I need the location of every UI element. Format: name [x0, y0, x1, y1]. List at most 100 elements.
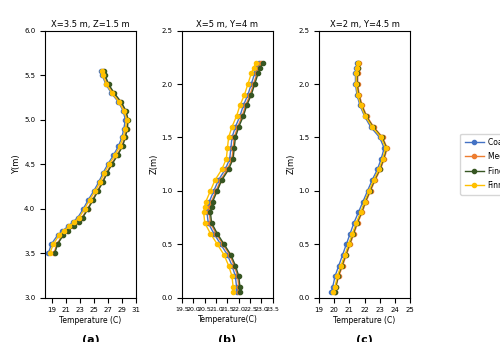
Fine grid — [125, 118, 131, 122]
Medium grid — [64, 229, 70, 233]
Coarse grid — [353, 66, 359, 70]
Fine grid — [244, 103, 250, 107]
Coarse grid — [351, 221, 357, 225]
Y-axis label: Z(m): Z(m) — [286, 154, 296, 174]
Coarse grid — [86, 198, 91, 202]
Coarse grid — [46, 251, 52, 255]
Legend: Coarse grid, Medium grid, Fine grid, Finner: Coarse grid, Medium grid, Fine grid, Fin… — [460, 134, 500, 195]
Finner — [116, 100, 122, 104]
Finner — [362, 114, 368, 118]
Medium grid — [108, 162, 114, 166]
Finner — [376, 168, 382, 172]
Coarse grid — [204, 210, 210, 214]
Finner — [250, 66, 256, 70]
Medium grid — [213, 189, 219, 193]
Medium grid — [364, 114, 370, 118]
Medium grid — [218, 178, 224, 182]
Fine grid — [80, 215, 86, 220]
Finner — [92, 189, 98, 193]
Line: Fine grid: Fine grid — [208, 61, 264, 294]
Medium grid — [110, 91, 116, 95]
Fine grid — [208, 210, 214, 214]
Finner — [214, 242, 220, 246]
Finner — [362, 199, 368, 203]
Coarse grid — [354, 93, 360, 97]
Line: Coarse grid: Coarse grid — [329, 61, 386, 294]
Medium grid — [380, 135, 386, 140]
Medium grid — [119, 144, 125, 148]
Fine grid — [90, 198, 96, 202]
Medium grid — [122, 109, 128, 113]
X-axis label: Temperature (C): Temperature (C) — [60, 316, 122, 325]
Coarse grid — [347, 232, 353, 236]
Coarse grid — [254, 66, 260, 70]
Finner — [346, 242, 352, 246]
Coarse grid — [91, 189, 97, 193]
Medium grid — [51, 251, 57, 255]
Coarse grid — [237, 114, 243, 118]
Fine grid — [362, 199, 368, 203]
Medium grid — [208, 199, 214, 203]
Medium grid — [90, 198, 96, 202]
Line: Medium grid: Medium grid — [52, 69, 130, 255]
Medium grid — [354, 71, 360, 76]
Finner — [353, 71, 359, 76]
Medium grid — [234, 125, 240, 129]
Fine grid — [346, 242, 352, 246]
Coarse grid — [354, 61, 360, 65]
Medium grid — [347, 242, 353, 246]
Medium grid — [239, 114, 245, 118]
Fine grid — [354, 221, 360, 225]
Fine grid — [255, 71, 261, 76]
Fine grid — [65, 229, 71, 233]
Medium grid — [104, 171, 110, 175]
Coarse grid — [116, 144, 121, 148]
Finner — [208, 189, 214, 193]
Finner — [112, 153, 118, 157]
Medium grid — [79, 215, 85, 220]
Y-axis label: Z(m): Z(m) — [150, 154, 158, 174]
Coarse grid — [96, 180, 102, 184]
Finner — [76, 215, 82, 220]
Medium grid — [100, 69, 106, 73]
Finner — [382, 146, 388, 150]
Fine grid — [226, 168, 232, 172]
Medium grid — [118, 100, 124, 104]
Fine grid — [350, 232, 356, 236]
Coarse grid — [234, 285, 239, 289]
Fine grid — [52, 251, 58, 255]
Medium grid — [356, 93, 362, 97]
Finner — [200, 210, 206, 214]
Coarse grid — [352, 71, 358, 76]
Fine grid — [237, 290, 243, 294]
Text: (a): (a) — [82, 335, 100, 342]
Fine grid — [228, 253, 234, 257]
Fine grid — [372, 178, 378, 182]
Medium grid — [229, 157, 235, 161]
Finner — [116, 144, 122, 148]
Coarse grid — [352, 82, 358, 86]
Finner — [98, 69, 104, 73]
Fine grid — [100, 69, 106, 73]
Coarse grid — [224, 253, 230, 257]
Finner — [226, 263, 232, 267]
Coarse grid — [100, 73, 105, 77]
Finner — [72, 220, 78, 224]
Medium grid — [234, 274, 240, 278]
Line: Coarse grid: Coarse grid — [46, 69, 128, 255]
Finner — [369, 125, 375, 129]
Coarse grid — [119, 135, 125, 140]
Coarse grid — [70, 220, 76, 224]
Line: Medium grid: Medium grid — [207, 61, 264, 294]
Finner — [237, 103, 243, 107]
Finner — [353, 82, 359, 86]
Medium grid — [102, 73, 107, 77]
Medium grid — [356, 61, 362, 65]
Fine grid — [339, 263, 345, 267]
Medium grid — [124, 127, 130, 131]
Medium grid — [354, 82, 360, 86]
Coarse grid — [205, 221, 211, 225]
Fine grid — [363, 114, 369, 118]
Medium grid — [354, 221, 360, 225]
Coarse grid — [222, 168, 228, 172]
